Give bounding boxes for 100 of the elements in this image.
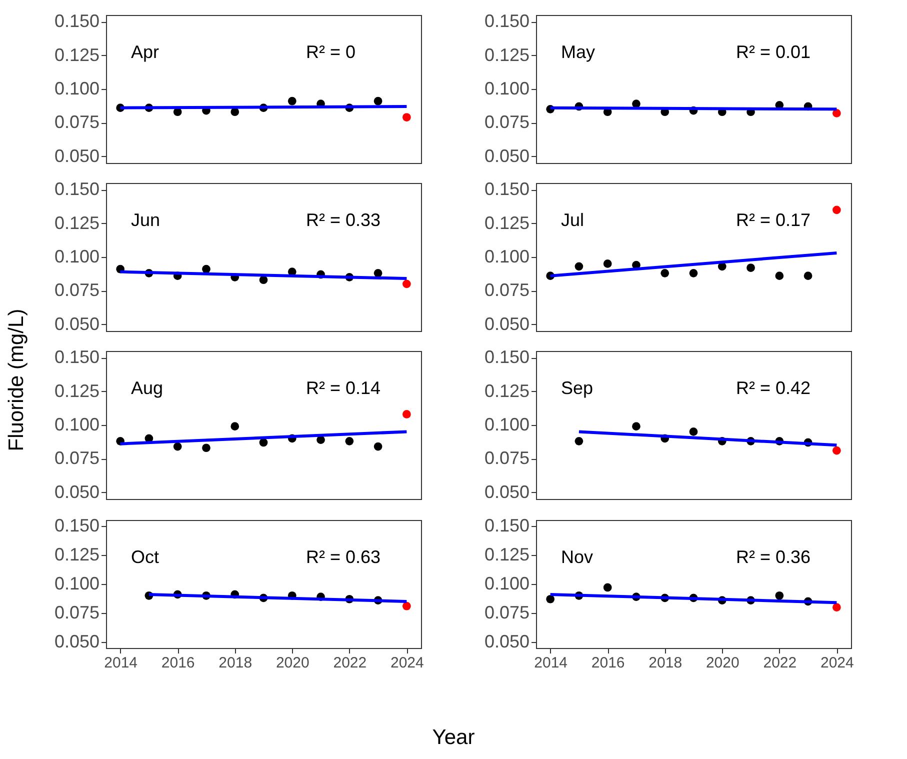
annotation: Apr [131, 42, 160, 62]
y-tick-label: 0.150 [484, 347, 530, 368]
annotation: Sep [561, 378, 594, 398]
y-tick-label: 0.050 [484, 146, 530, 166]
point [259, 276, 268, 284]
y-tick-label: 0.075 [54, 280, 100, 300]
y-tick-label: 0.150 [54, 515, 100, 536]
point [402, 113, 411, 122]
point [374, 442, 382, 451]
point [603, 583, 612, 592]
annotation: R² = 0.17 [736, 210, 811, 230]
point [632, 422, 640, 431]
y-tick-label: 0.125 [54, 380, 100, 401]
y-tick-label: 0.075 [54, 448, 100, 468]
point [374, 96, 382, 106]
point [832, 109, 841, 118]
y-tick-label: 0.100 [484, 246, 530, 266]
y-tick-label: 0.050 [54, 632, 100, 652]
point [832, 206, 841, 214]
annotation: R² = 0.33 [306, 210, 381, 230]
y-tick-label: 0.125 [484, 544, 530, 564]
x-axis-title: Year [431, 726, 476, 750]
y-tick-label: 0.150 [54, 347, 100, 368]
x-tick-label: 2018 [648, 654, 682, 672]
y-tick-label: 0.075 [484, 602, 530, 623]
x-tick-label: 2014 [104, 654, 138, 672]
point [259, 438, 268, 447]
x-tick-label: 2014 [534, 654, 568, 672]
annotation: Jun [131, 210, 160, 230]
y-tick-label: 0.100 [484, 574, 530, 594]
point [374, 268, 382, 278]
y-tick-label: 0.050 [54, 146, 100, 166]
y-tick-label: 0.125 [54, 544, 100, 564]
y-tick-label: 0.050 [484, 482, 530, 502]
y-tick-label: 0.075 [54, 112, 100, 132]
annotation: R² = 0.42 [736, 378, 811, 398]
x-tick-label: 2024 [390, 654, 424, 672]
point [345, 436, 354, 446]
point [775, 591, 784, 600]
point [832, 603, 841, 612]
annotation: May [561, 42, 596, 62]
point [402, 280, 411, 288]
point [202, 444, 210, 452]
y-tick-label: 0.050 [484, 314, 530, 334]
y-tick-label: 0.100 [54, 414, 100, 434]
y-tick-label: 0.150 [484, 11, 530, 32]
annotation: Oct [131, 547, 160, 567]
annotation: Nov [561, 547, 594, 567]
point [230, 422, 240, 431]
annotation: R² = 0.63 [306, 547, 381, 567]
annotation: R² = 0.36 [736, 547, 811, 567]
point [603, 260, 612, 268]
annotation: R² = 0 [306, 42, 356, 62]
y-tick-label: 0.150 [484, 179, 530, 200]
point [173, 442, 182, 451]
point [574, 436, 584, 446]
point [402, 602, 411, 610]
x-tick-label: 2024 [820, 654, 854, 672]
y-tick-label: 0.125 [484, 44, 530, 65]
point [832, 446, 841, 455]
y-tick-label: 0.125 [54, 212, 100, 233]
x-tick-label: 2016 [161, 654, 195, 672]
y-axis-title: Fluoride (mg/L) [5, 308, 29, 452]
point [689, 268, 698, 278]
point [660, 268, 670, 278]
annotation: R² = 0.14 [306, 378, 381, 398]
y-tick-label: 0.100 [484, 414, 530, 434]
y-tick-label: 0.150 [484, 515, 530, 536]
x-tick-label: 2022 [763, 654, 797, 672]
point [546, 594, 554, 604]
y-tick-label: 0.100 [54, 78, 100, 98]
y-tick-label: 0.075 [484, 112, 530, 132]
annotation: Aug [131, 378, 164, 398]
point [202, 264, 210, 274]
x-tick-label: 2016 [591, 654, 625, 672]
point [689, 428, 698, 436]
point [775, 272, 784, 280]
x-tick-label: 2018 [218, 654, 252, 672]
annotation: Jul [561, 210, 584, 230]
y-tick-label: 0.150 [54, 179, 100, 200]
annotation: R² = 0.01 [736, 42, 811, 62]
point [746, 264, 755, 272]
x-tick-label: 2022 [333, 654, 367, 672]
y-tick-label: 0.125 [484, 212, 530, 233]
x-tick-label: 2020 [276, 654, 310, 672]
y-tick-label: 0.100 [54, 246, 100, 266]
y-tick-label: 0.050 [484, 632, 530, 652]
y-tick-label: 0.050 [54, 482, 100, 502]
point [288, 96, 296, 106]
y-tick-label: 0.150 [54, 11, 100, 32]
point [402, 410, 411, 418]
y-tick-label: 0.100 [484, 78, 530, 98]
y-tick-label: 0.125 [484, 380, 530, 401]
point [804, 272, 812, 280]
y-tick-label: 0.100 [54, 574, 100, 594]
y-tick-label: 0.075 [484, 448, 530, 468]
point [574, 262, 584, 271]
y-tick-label: 0.125 [54, 44, 100, 65]
y-tick-label: 0.075 [484, 280, 530, 300]
y-tick-label: 0.050 [54, 314, 100, 334]
